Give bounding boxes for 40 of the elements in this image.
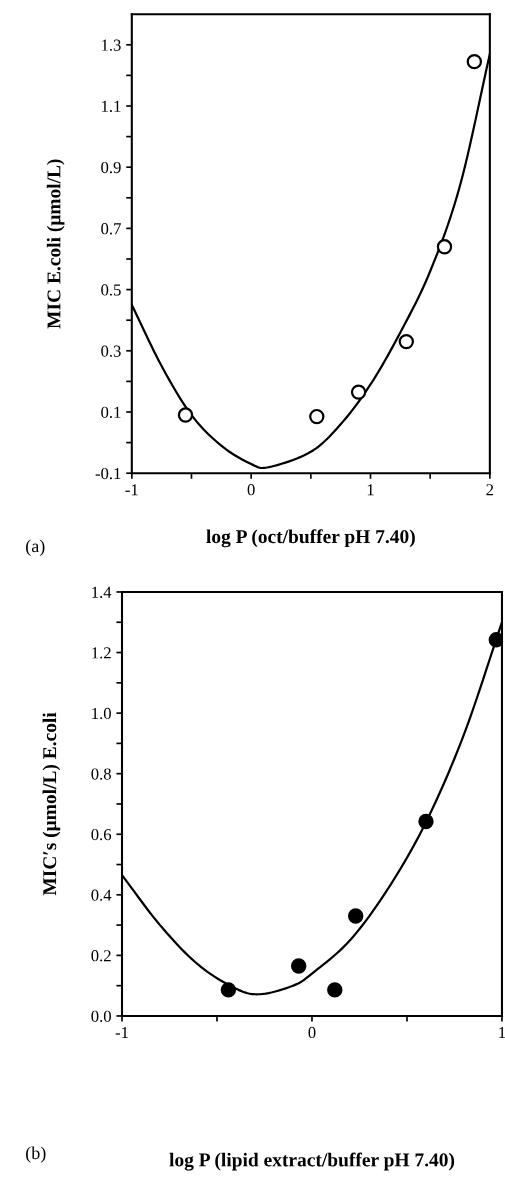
- point: [220, 982, 237, 998]
- y-tick-label: 1.0: [92, 707, 111, 720]
- point: [418, 813, 434, 830]
- y-tick-label: 0.1: [101, 406, 121, 419]
- text: (a): [26, 539, 45, 556]
- y-tick-label: 1.3: [102, 39, 121, 51]
- point: [466, 53, 483, 70]
- point: [327, 982, 343, 998]
- y-tick-label: 0.5: [101, 284, 121, 296]
- y-tick-label: -0.1: [95, 467, 121, 480]
- x-tick-label: 0: [308, 1026, 316, 1039]
- y-axis-title: MIC′s (μmol/L) E.coli: [42, 712, 61, 896]
- x-tick-label: -1: [115, 1026, 128, 1038]
- x-tick-label: 1: [499, 1026, 505, 1038]
- point: [436, 239, 453, 255]
- x-tick-label: 0: [247, 484, 255, 496]
- y-tick-label: 1.1: [102, 100, 121, 113]
- y-tick-label: 1.2: [92, 647, 111, 659]
- y-tick-label: 0.8: [91, 768, 111, 780]
- point: [350, 384, 367, 400]
- y-tick-label: 1.4: [92, 586, 112, 598]
- x-tick-label: -1: [125, 484, 138, 496]
- y-tick-label: 0.9: [101, 161, 121, 174]
- point: [398, 333, 414, 350]
- y-tick-label: 0.4: [91, 889, 112, 901]
- point: [177, 407, 194, 423]
- x-tick-label: 1: [367, 484, 374, 496]
- y-tick-label: 0.3: [101, 345, 121, 357]
- y-tick-label: 0.7: [101, 223, 121, 235]
- x-tick-label: 2: [486, 484, 494, 496]
- point: [347, 908, 364, 924]
- text: (b): [26, 1146, 46, 1163]
- y-tick-label: 0.6: [91, 828, 112, 841]
- y-tick-label: 0.0: [91, 1010, 111, 1022]
- point: [309, 408, 325, 425]
- y-axis-title: MIC E.coli (μmol/L): [46, 159, 65, 329]
- x-axis-title: log P (lipid extract/buffer pH 7.40): [169, 1152, 455, 1171]
- x-axis-title: log P (oct/buffer pH 7.40): [206, 529, 415, 548]
- point: [290, 958, 307, 974]
- y-tick-label: 0.2: [91, 950, 111, 962]
